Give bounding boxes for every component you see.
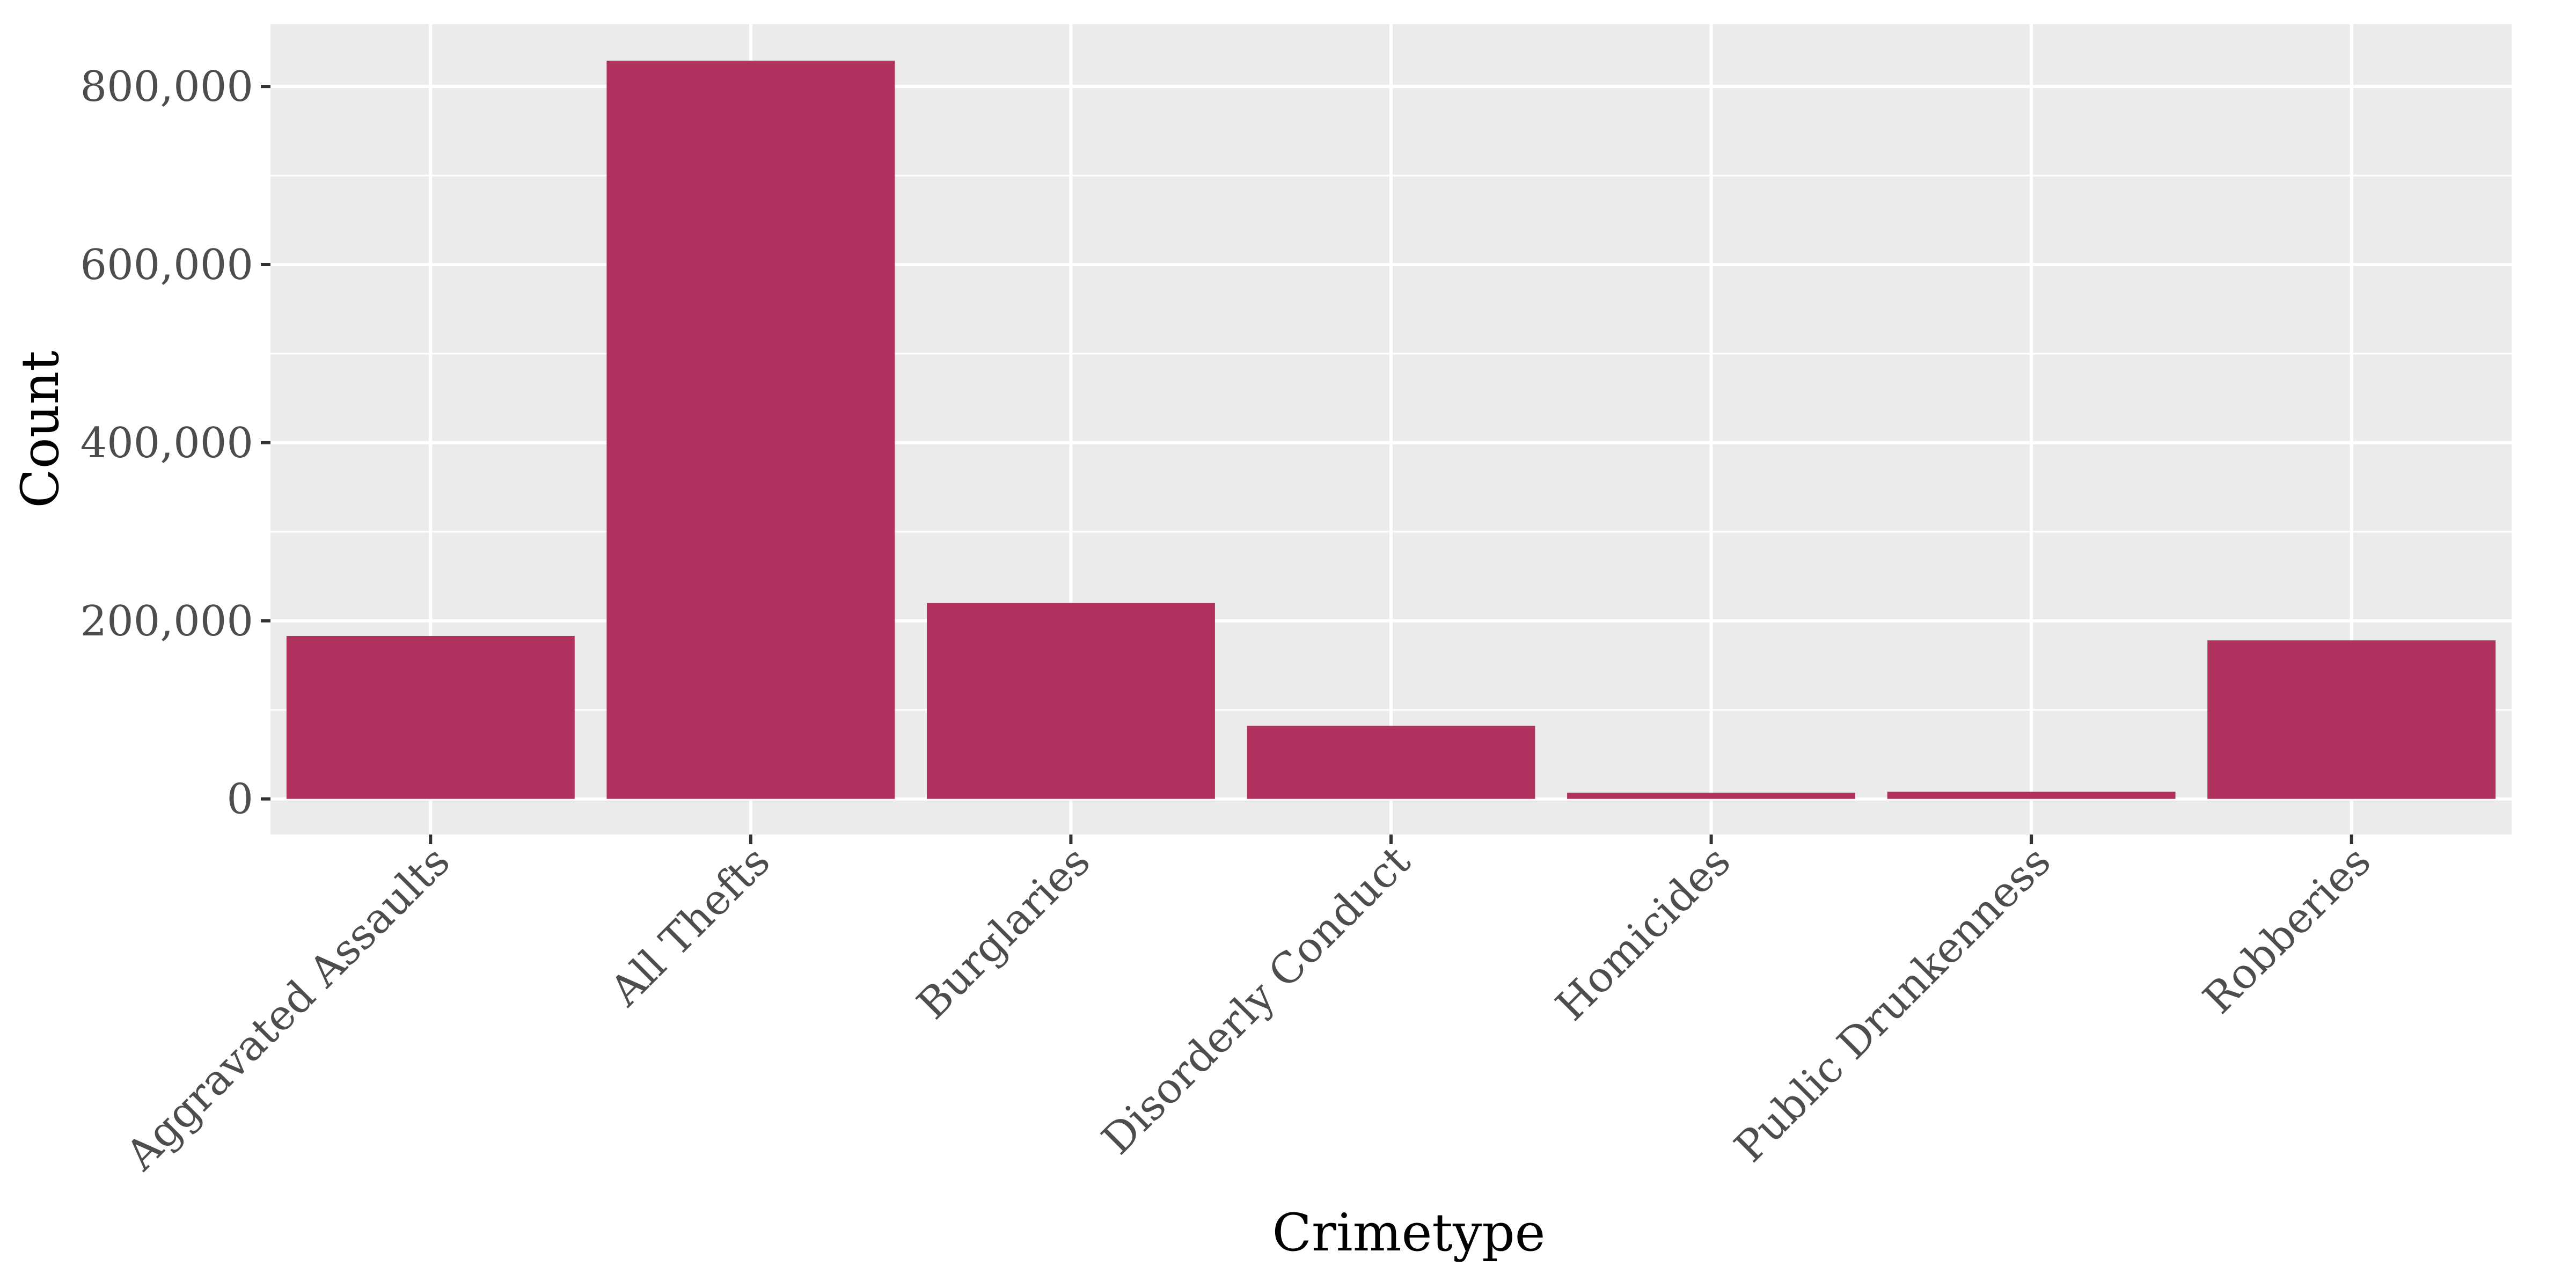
bar [606,61,895,799]
y-tick-label: 600,000 [80,241,253,289]
x-tick-label: Disorderly Conduct [1093,837,1420,1164]
x-tick-label: Homicides [1547,837,1740,1030]
bar [2207,640,2496,799]
x-tick-label: All Thefts [601,837,779,1016]
x-tick-label: Robberies [2194,837,2381,1023]
bar [1567,793,1856,799]
y-tick-label: 0 [226,775,253,824]
y-tick-label: 400,000 [80,419,253,467]
bar [1887,792,2176,799]
y-axis: 0 200,000 400,000 600,000 800,000 [80,63,270,824]
bars [286,61,2496,799]
bar [286,635,575,799]
x-tick-label: Aggravated Assaults [116,837,459,1180]
x-axis: Aggravated Assaults All Thefts BurglariesD… [116,835,2380,1180]
bar [926,603,1215,799]
y-tick-label: 200,000 [80,597,253,646]
y-axis-title: Count [10,350,70,508]
x-tick-label: Public Drunkenness [1725,837,2060,1172]
bar [1247,726,1535,799]
x-axis-title: Crimetype [1272,1203,1546,1263]
x-tick-label: Burglaries [908,837,1100,1029]
y-tick-label: 800,000 [80,63,253,111]
